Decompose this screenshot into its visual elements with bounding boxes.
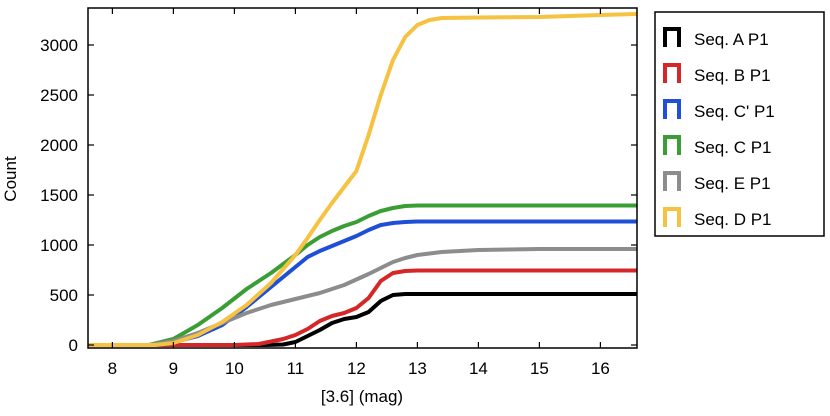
legend-label-4: Seq. C P1 [694, 138, 772, 157]
legend-label-1: Seq. A P1 [694, 30, 769, 49]
x-tick-label: 16 [591, 359, 610, 378]
legend: Seq. A P1 Seq. B P1 Seq. C' P1 Seq. C P1 Seq… [654, 11, 825, 237]
y-tick-label: 500 [50, 286, 78, 305]
x-tick-label: 10 [225, 359, 244, 378]
legend-label-6: Seq. D P1 [694, 210, 772, 229]
x-tick-label: 14 [469, 359, 488, 378]
x-tick-label: 11 [287, 359, 305, 378]
x-tick-label: 12 [347, 359, 366, 378]
series-line-2 [88, 268, 637, 347]
series-line-3 [88, 219, 637, 347]
x-tick-label: 13 [408, 359, 427, 378]
legend-swatch-4 [663, 135, 681, 155]
y-axis-label: Count [1, 156, 20, 202]
plot-frame [87, 7, 638, 349]
series-line-6 [88, 12, 638, 347]
series-line-5 [88, 247, 637, 347]
series-line-1 [88, 292, 637, 347]
series-layer [88, 12, 638, 347]
legend-box [654, 11, 825, 237]
y-tick-label: 2500 [40, 86, 78, 105]
series-line-4 [88, 203, 637, 347]
y-tick-label: 2000 [40, 136, 78, 155]
y-tick-label: 3000 [40, 36, 78, 55]
x-tick-label: 15 [530, 359, 549, 378]
x-tick-label: 9 [169, 359, 178, 378]
legend-swatch-5 [663, 171, 681, 191]
x-axis-label: [3.6] (mag) [321, 387, 403, 406]
y-tick-label: 0 [69, 336, 78, 355]
legend-swatch-3 [663, 99, 681, 119]
legend-swatch-2 [663, 63, 681, 83]
x-tick-label: 8 [108, 359, 117, 378]
y-tick-label: 1500 [40, 186, 78, 205]
legend-label-3: Seq. C' P1 [694, 102, 775, 121]
legend-swatch-6 [663, 207, 681, 227]
legend-label-2: Seq. B P1 [694, 66, 771, 85]
legend-label-5: Seq. E P1 [694, 174, 771, 193]
legend-swatch-1 [663, 27, 681, 47]
y-tick-label: 1000 [40, 236, 78, 255]
tick-layer: 8 9 10 11 12 13 14 15 16 0 500 1000 1500 2000 2500 3000 [40, 8, 637, 378]
